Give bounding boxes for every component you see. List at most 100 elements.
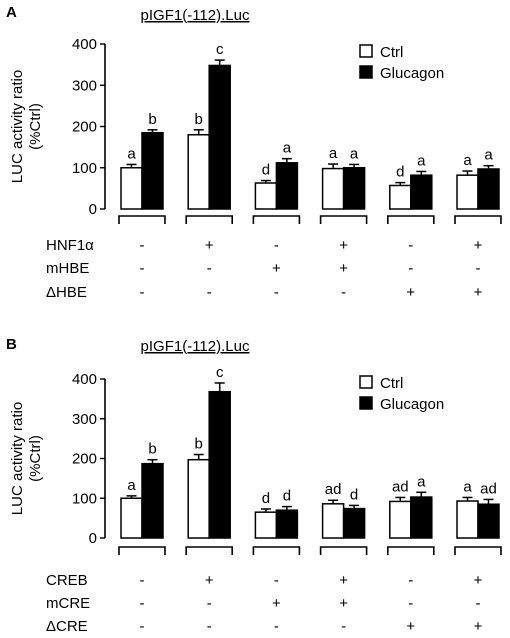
significance-label: ad <box>480 480 497 497</box>
panel-letter: B <box>6 336 17 353</box>
bar-ctrl <box>389 500 412 539</box>
factor-cell: + <box>406 618 415 635</box>
bar-glucagon <box>141 462 164 539</box>
bar-glucagon <box>410 174 433 210</box>
group-bracket <box>387 215 435 224</box>
factor-cell: - <box>140 595 145 612</box>
factor-cell: - <box>274 618 279 635</box>
bar-ctrl <box>187 458 210 539</box>
significance-label: d <box>283 488 291 505</box>
legend-swatch <box>359 44 373 58</box>
significance-label: a <box>329 145 338 162</box>
bar-glucagon <box>477 168 500 210</box>
group-bracket <box>454 546 502 555</box>
panel-title: pIGF1(-112).Luc <box>141 338 250 355</box>
factor-cell: - <box>207 618 212 635</box>
factor-cell: - <box>341 618 346 635</box>
factor-cell: + <box>205 237 214 254</box>
group-bracket <box>319 215 368 224</box>
legend-label: Glucagon <box>380 65 444 82</box>
factor-cell: - <box>140 284 145 301</box>
factor-cell: + <box>205 572 214 589</box>
significance-label: ad <box>325 481 342 498</box>
factor-cell: + <box>406 284 415 301</box>
significance-label: b <box>148 111 156 128</box>
significance-label: d <box>396 164 404 181</box>
panel-a: A pIGF1(-112).Luc 0 100 200 300 400 LUC activ… <box>6 4 502 301</box>
factor-cell: - <box>140 260 145 277</box>
group-bracket <box>319 546 368 555</box>
y-axis-label: (%Ctrl) <box>27 435 44 482</box>
bar-ctrl <box>254 182 278 210</box>
legend-label: Ctrl <box>380 44 403 61</box>
significance-label: c <box>216 41 224 58</box>
bar-ctrl <box>120 497 143 539</box>
legend-swatch <box>359 375 373 389</box>
bar-ctrl <box>321 167 345 210</box>
significance-label: a <box>417 473 426 490</box>
bar-ctrl <box>187 134 210 210</box>
significance-label: a <box>350 145 359 162</box>
factor-cell: - <box>341 284 346 301</box>
group-bracket <box>454 215 502 224</box>
factor-cell: - <box>140 237 145 254</box>
factor-label: HNF1α <box>46 237 94 254</box>
factor-cell: - <box>476 595 481 612</box>
significance-label: a <box>127 145 136 162</box>
factor-cell: + <box>339 260 348 277</box>
factor-cell: + <box>339 237 348 254</box>
factor-cell: - <box>408 237 413 254</box>
bar-glucagon <box>208 64 231 210</box>
group-bracket <box>118 546 166 555</box>
bar-ctrl <box>389 184 412 210</box>
factor-cell: + <box>474 618 483 635</box>
panel-letter: A <box>6 4 17 21</box>
bar-ctrl <box>254 511 278 539</box>
y-tick-label: 200 <box>72 119 97 136</box>
significance-label: d <box>350 486 358 503</box>
legend-label: Glucagon <box>380 396 444 413</box>
bar-ctrl <box>321 503 345 539</box>
bar-ctrl <box>456 500 479 539</box>
significance-label: a <box>283 140 292 157</box>
factor-cell: - <box>408 260 413 277</box>
y-tick-label: 200 <box>72 451 97 468</box>
factor-cell: + <box>339 572 348 589</box>
significance-label: b <box>148 441 156 458</box>
factor-label: ΔHBE <box>46 284 87 301</box>
factor-cell: - <box>274 237 279 254</box>
significance-label: ad <box>392 478 409 495</box>
group-bracket <box>252 546 301 555</box>
group-bracket <box>252 215 301 224</box>
factor-cell: - <box>408 595 413 612</box>
significance-label: a <box>463 152 472 169</box>
factor-cell: - <box>408 572 413 589</box>
group-bracket <box>387 546 435 555</box>
bar-ctrl <box>120 167 143 210</box>
factor-cell: - <box>207 284 212 301</box>
group-bracket <box>185 546 233 555</box>
significance-label: b <box>195 111 203 128</box>
y-axis-label: LUC activity ratio <box>9 402 26 515</box>
factor-label: CREB <box>46 572 88 589</box>
panel-b: B pIGF1(-112).Luc 0 100 200 300 400 LUC activ… <box>6 336 502 635</box>
factor-cell: - <box>207 595 212 612</box>
factor-cell: - <box>140 572 145 589</box>
significance-label: a <box>463 478 472 495</box>
y-tick-label: 0 <box>89 530 97 547</box>
y-tick-label: 300 <box>72 77 97 94</box>
bar-glucagon <box>275 162 299 210</box>
factor-label: ΔCRE <box>46 618 88 635</box>
significance-label: c <box>216 364 224 381</box>
significance-label: a <box>484 147 493 164</box>
bar-glucagon <box>342 507 366 539</box>
bar-ctrl <box>456 174 479 210</box>
significance-label: a <box>127 477 136 494</box>
legend-swatch <box>359 396 373 410</box>
y-tick-label: 100 <box>72 160 97 177</box>
y-tick-label: 300 <box>72 411 97 428</box>
factor-label: mHBE <box>46 260 89 277</box>
factor-cell: + <box>474 284 483 301</box>
